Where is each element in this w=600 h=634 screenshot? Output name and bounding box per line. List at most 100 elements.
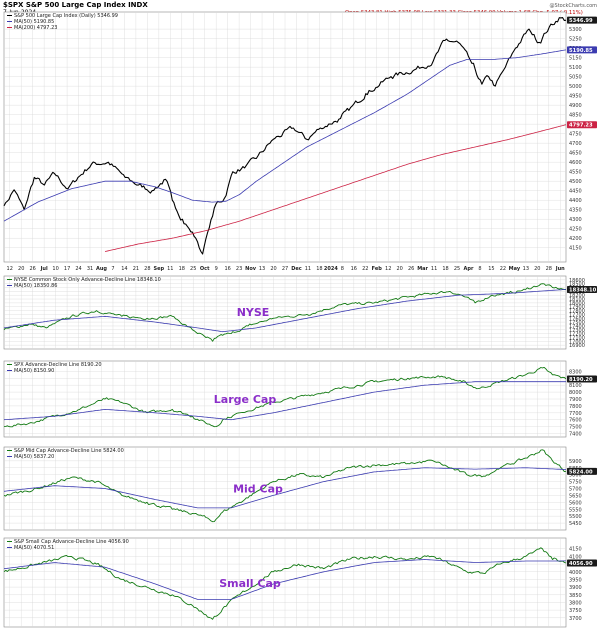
x-tick-label: 23 [236,266,242,272]
x-tick-label: 17 [64,266,70,272]
y-tick-label: 5000 [569,84,582,90]
y-tick-label: 4400 [569,198,582,204]
y-tick-label: 4000 [569,570,582,576]
y-tick-label: 3850 [569,593,582,599]
y-tick-label: 5750 [569,480,582,486]
value-tag: 18348.10 [567,286,597,294]
x-tick-label: 26 [29,266,35,272]
legend-entry: S&P Mid Cap Advance-Decline Line 5824.00 [14,448,124,454]
y-tick-label: 5550 [569,507,582,513]
legend-entry: MA(50) 5190.85 [14,19,54,25]
panel-0: 4150 4200 4250 4300 4350 4400 4450 4500 4550 4600… [3,11,597,263]
series-line-0 [3,17,567,255]
y-tick-label: 5150 [569,56,582,62]
y-tick-label: 4600 [569,160,582,166]
x-tick-label: 25 [190,266,196,272]
x-tick-label: 11 [167,266,173,272]
y-tick-label: 5250 [569,37,582,43]
y-tick-label: 18100 [569,297,585,303]
value-tag-bg [567,375,597,383]
value-tag-text: 4797.23 [569,123,593,129]
value-tag-bg [567,16,597,24]
x-tick-label: Jul [40,266,48,272]
x-tick-label: 24 [75,266,81,272]
legend-entry: MA(50) 4070.51 [14,545,54,551]
y-tick-label: 4650 [569,151,582,157]
legend-entry: MA(50) 8150.90 [14,368,54,374]
y-tick-label: 4950 [569,94,582,100]
y-tick-label: 17000 [569,339,585,345]
x-tick-label: Aug [96,266,107,272]
y-tick-label: 5500 [569,514,582,520]
x-tick-label: 31 [87,266,93,272]
series-line-2 [104,124,567,252]
x-tick-label: 27 [282,266,288,272]
value-tag-bg [567,46,597,54]
x-tick-label: 20 [270,266,276,272]
x-tick-label: 9 [215,266,218,272]
value-tag-text: 18348.10 [569,288,597,294]
value-tag-bg [567,467,597,475]
value-tag-bg [567,121,597,129]
x-tick-label: 18 [316,266,322,272]
x-tick-label: Dec [291,266,302,272]
panel-label: Large Cap [214,393,277,406]
value-tag: 4056.90 [567,559,597,567]
legend-entry: MA(200) 4797.23 [14,25,57,31]
y-tick-label: 8100 [569,383,582,389]
y-tick-label: 7400 [569,432,582,438]
value-tag: 5824.00 [567,467,597,475]
y-tick-label: 4350 [569,208,582,214]
y-tick-label: 17100 [569,335,585,341]
y-tick-label: 5800 [569,473,582,479]
y-tick-label: 3750 [569,608,582,614]
y-tick-label: 18500 [569,282,585,288]
series-line-0 [3,547,567,620]
y-tick-label: 18600 [569,278,585,284]
y-tick-label: 17700 [569,312,585,318]
y-tick-label: 5050 [569,75,582,81]
series-line-1 [3,49,567,222]
x-tick-label: 12 [385,266,391,272]
x-tick-label: Apr [464,266,474,272]
panel-4: 3700375038003850390039504000405041004150… [3,537,597,628]
y-tick-label: 4550 [569,170,582,176]
series-line-1 [3,381,566,421]
y-tick-label: 5100 [569,65,582,71]
y-tick-label: 3800 [569,600,582,606]
x-tick-label: 21 [133,266,139,272]
y-tick-label: 5650 [569,493,582,499]
value-tag-text: 5824.00 [569,469,593,475]
y-tick-label: 17600 [569,316,585,322]
x-tick-label: Jun [555,266,565,272]
value-tag: 5190.85 [567,46,597,54]
y-tick-label: 7700 [569,411,582,417]
y-tick-label: 5600 [569,500,582,506]
x-tick-label: 18 [442,266,448,272]
x-tick-label: 13 [259,266,265,272]
x-tick-label: 25 [454,266,460,272]
value-tag-text: 8190.20 [569,377,593,383]
legend-entry: NYSE Common Stock Only Advance-Decline L… [14,277,161,283]
y-tick-label: 18200 [569,293,585,299]
x-tick-label: 26 [408,266,414,272]
legend-entry: S&P 500 Large Cap Index (Daily) 5346.99 [14,13,118,19]
legend-entry: S&P Small Cap Advance-Decline Line 4056.… [14,539,129,545]
y-tick-label: 17500 [569,320,585,326]
y-tick-label: 4300 [569,217,582,223]
legend-entry: MA(50) 18350.86 [14,283,57,289]
x-tick-label: Nov [245,266,257,272]
y-tick-label: 7600 [569,418,582,424]
x-tick-label: Feb [372,266,383,272]
y-tick-label: 3900 [569,585,582,591]
y-tick-label: 4500 [569,179,582,185]
x-tick-label: 15 [488,266,494,272]
panel-2: 7400750076007700780079008000810082008300… [3,360,597,438]
series-line-0 [3,449,567,523]
y-tick-label: 16900 [569,343,585,349]
x-tick-label: 11 [431,266,437,272]
x-tick-label: 10 [52,266,58,272]
value-tag-text: 4056.90 [569,561,593,567]
x-tick-label: 20 [534,266,540,272]
